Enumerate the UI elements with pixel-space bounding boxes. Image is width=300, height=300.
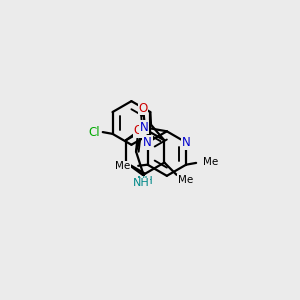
Text: Me: Me [203, 157, 218, 167]
Text: NH: NH [137, 176, 154, 187]
Text: Me: Me [178, 175, 193, 185]
Text: N: N [140, 121, 148, 134]
Text: O: O [139, 101, 148, 115]
Text: Cl: Cl [88, 126, 100, 139]
Text: N: N [182, 136, 190, 149]
Text: N: N [143, 136, 152, 149]
Text: Me: Me [115, 161, 130, 172]
Text: NH: NH [133, 178, 150, 188]
Text: O: O [134, 124, 143, 137]
